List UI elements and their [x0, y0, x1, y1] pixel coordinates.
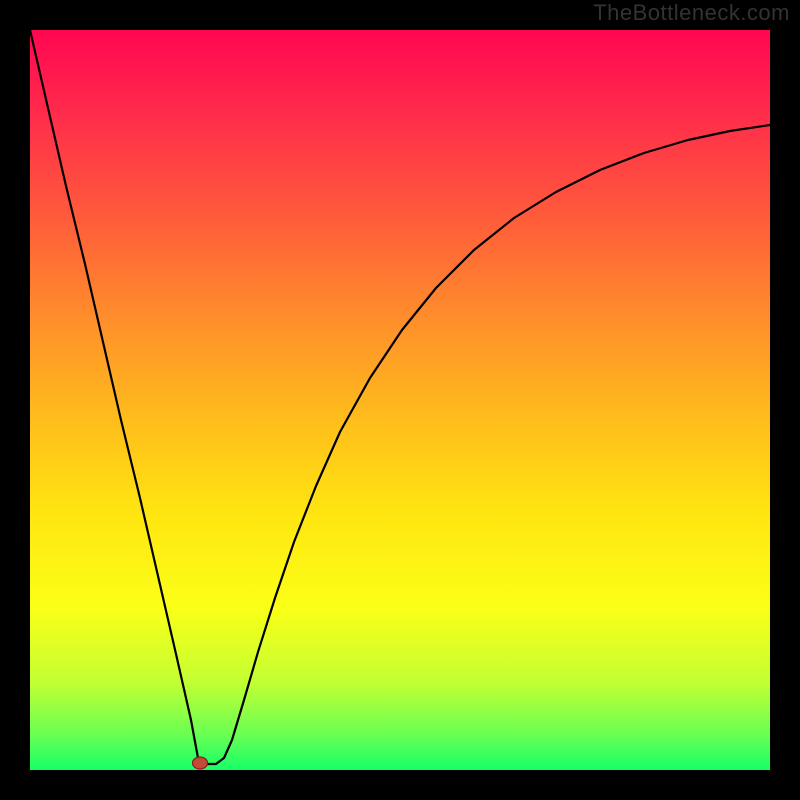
plot-background — [30, 30, 770, 770]
chart-root: TheBottleneck.com — [0, 0, 800, 800]
bottleneck-chart — [0, 0, 800, 800]
watermark-text: TheBottleneck.com — [593, 0, 790, 26]
optimal-point-marker — [193, 757, 208, 769]
